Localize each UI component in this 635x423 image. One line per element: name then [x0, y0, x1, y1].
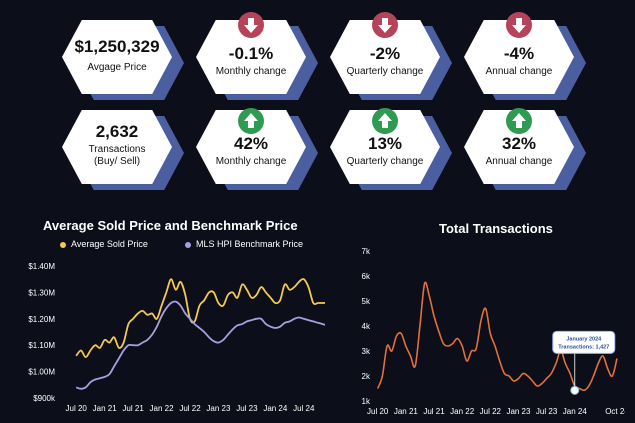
x-tick-label: Jan 24 — [563, 407, 588, 416]
x-tick-label: Jul 23 — [536, 407, 558, 416]
kpi-hexagon: 2,632 Transactions (Buy/ Sell) — [62, 110, 172, 184]
arrow-down-icon — [506, 12, 532, 38]
x-tick-label: Jul 24 — [293, 404, 315, 413]
kpi-label: Quarterly change — [346, 66, 424, 77]
transactions-chart-title: Total Transactions — [439, 221, 553, 236]
highlight-marker — [570, 385, 580, 395]
tooltip-date: January 2024 — [566, 336, 602, 342]
x-tick-label: Jan 21 — [394, 407, 419, 416]
kpi-value: -2% — [369, 44, 401, 63]
y-tick-label: 7k — [362, 247, 371, 256]
y-tick-label: $1.00M — [28, 368, 55, 377]
arrow-up-icon — [506, 108, 532, 134]
kpi-value: 32% — [501, 134, 537, 153]
kpi-value: $1,250,329 — [74, 37, 160, 56]
avg-sold-price-line — [75, 278, 325, 358]
kpi-label: Avgage Price — [87, 62, 147, 73]
arrow-up-icon — [372, 108, 398, 134]
x-tick-label: Jul 22 — [480, 407, 502, 416]
y-tick-label: $1.20M — [28, 315, 55, 324]
kpi-hexagon: 13% Quarterly change — [330, 110, 440, 184]
kpi-card: 42% Monthly change — [196, 108, 318, 190]
x-tick-label: Jul 20 — [367, 407, 389, 416]
kpi-value: 2,632 — [95, 122, 139, 141]
tooltip-value: Transactions: 1,427 — [558, 344, 609, 350]
avg-price-chart: $900k $1.00M $1.10M $1.20M $1.30M $1.40M Jul 2… — [28, 262, 325, 413]
kpi-label: Annual change — [485, 156, 553, 167]
x-tick-label: Jul 20 — [66, 404, 88, 413]
kpi-label: Quarterly change — [346, 156, 424, 167]
kpi-card: 32% Annual change — [464, 108, 586, 190]
x-tick-label: Jan 24 — [263, 404, 288, 413]
y-tick-label: 5k — [362, 297, 371, 306]
y-tick-label: 6k — [362, 272, 371, 281]
kpi-card: 13% Quarterly change — [330, 108, 452, 190]
y-tick-label: 3k — [362, 347, 371, 356]
y-tick-label: 4k — [362, 322, 371, 331]
kpi-card: 2,632 Transactions (Buy/ Sell) — [62, 110, 184, 190]
kpi-label-secondary: (Buy/ Sell) — [93, 156, 141, 167]
kpi-label: Transactions — [88, 144, 146, 155]
transactions-chart: 1k 2k 3k 4k 5k 6k 7k Jul 20 Jan 21 Jul 21 Jan 22 Ju… — [362, 247, 625, 416]
arrow-up-icon — [238, 108, 264, 134]
kpi-card: $1,250,329 Avgage Price — [62, 20, 184, 100]
y-tick-label: 1k — [362, 397, 371, 406]
kpi-value: 13% — [367, 134, 403, 153]
kpi-value: 42% — [233, 134, 269, 153]
legend-avg-sold-price: Average Sold Price — [60, 239, 148, 249]
x-tick-label: Jan 22 — [150, 404, 175, 413]
legend-mls-hpi: MLS HPI Benchmark Price — [185, 239, 303, 249]
kpi-label: Annual change — [485, 66, 553, 77]
tooltip-box — [552, 330, 616, 354]
x-tick-label: Jul 23 — [236, 404, 258, 413]
kpi-label: Monthly change — [215, 156, 287, 167]
kpi-label: Monthly change — [215, 66, 287, 77]
x-tick-label: Oct 24 — [605, 407, 625, 416]
legend-dot-avg — [60, 241, 66, 248]
x-tick-label: Jan 21 — [93, 404, 118, 413]
y-tick-label: $1.30M — [28, 288, 55, 297]
x-tick-label: Jan 23 — [506, 407, 531, 416]
legend-dot-hpi — [185, 241, 191, 248]
x-tick-label: Jan 23 — [206, 404, 231, 413]
kpi-value: -0.1% — [228, 44, 274, 63]
y-tick-label: $900k — [33, 394, 56, 403]
kpi-value: -4% — [503, 44, 535, 63]
kpi-card: -4% Annual change — [464, 12, 586, 100]
kpi-card: -2% Quarterly change — [330, 12, 452, 100]
avg-price-chart-title: Average Sold Price and Benchmark Price — [43, 218, 298, 233]
arrow-down-icon — [238, 12, 264, 38]
y-tick-label: 2k — [362, 372, 371, 381]
kpi-hexagon: $1,250,329 Avgage Price — [62, 20, 172, 94]
arrow-down-icon — [372, 12, 398, 38]
x-tick-label: Jul 21 — [122, 404, 144, 413]
y-tick-label: $1.10M — [28, 341, 55, 350]
hpi-benchmark-line — [75, 300, 325, 390]
y-tick-label: $1.40M — [28, 262, 55, 271]
x-tick-label: Jul 22 — [179, 404, 201, 413]
kpi-card: -0.1% Monthly change — [196, 12, 318, 100]
legend-hpi-label: MLS HPI Benchmark Price — [196, 239, 304, 249]
x-tick-label: Jul 21 — [423, 407, 445, 416]
x-tick-label: Jan 22 — [450, 407, 475, 416]
legend-avg-label: Average Sold Price — [71, 239, 148, 249]
